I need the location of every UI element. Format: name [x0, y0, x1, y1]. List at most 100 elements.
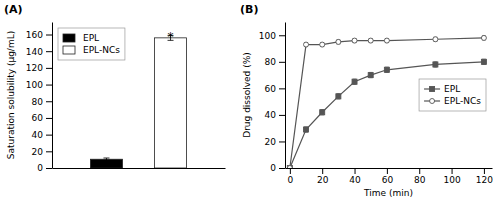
- point: [368, 38, 373, 43]
- tick-mark: [419, 168, 420, 174]
- point: [304, 42, 309, 47]
- point: [433, 37, 438, 42]
- legend-swatch: [63, 46, 75, 54]
- tick-label: 80: [414, 175, 426, 185]
- tick-label: 20: [317, 175, 329, 185]
- legend-marker: [430, 99, 435, 104]
- tick-mark: [46, 135, 52, 136]
- title: (A): [4, 3, 23, 16]
- tick-mark: [387, 168, 388, 174]
- tick-mark: [279, 62, 285, 63]
- tick-mark: [452, 168, 453, 174]
- tick-mark: [290, 168, 291, 174]
- tick-mark: [279, 115, 285, 116]
- y-axis-label: Drug dissolved (%): [242, 52, 252, 138]
- error-bar: [385, 39, 389, 43]
- legend-label: EPL-NCs: [83, 45, 120, 55]
- tick-mark: [279, 168, 285, 169]
- point: [336, 94, 341, 99]
- tick: 140: [26, 47, 52, 57]
- panel: 020406080100020406080100120EPLEPL-NCs: [259, 23, 493, 186]
- tick: 0: [287, 168, 293, 185]
- error-bar: [482, 36, 486, 40]
- tick-label: 140: [26, 47, 43, 57]
- tick: 60: [382, 168, 394, 185]
- tick-mark: [279, 88, 285, 89]
- tick: 60: [265, 84, 285, 94]
- tick-mark: [46, 151, 52, 152]
- tick-mark: [322, 168, 323, 174]
- tick-label: 20: [32, 147, 44, 157]
- tick: 20: [317, 168, 329, 185]
- point: [287, 166, 292, 169]
- legend-swatch: [63, 34, 75, 42]
- x-axis-label: Time (min): [363, 188, 413, 198]
- axis: 020406080100: [259, 23, 286, 174]
- tick: 100: [443, 168, 460, 185]
- error-bar: [369, 39, 373, 43]
- tick-label: 60: [382, 175, 394, 185]
- error-bar: [353, 79, 357, 84]
- axis: 0 20 40 60 80 100 120: [286, 168, 494, 185]
- error-bar: [353, 39, 357, 43]
- annotation: *: [168, 30, 174, 44]
- tick-label: 100: [26, 80, 43, 90]
- tick-label: 100: [443, 175, 460, 185]
- axis-line: [285, 23, 286, 169]
- error-bar: [385, 67, 389, 72]
- tick-label: 80: [32, 97, 44, 107]
- tick-mark: [279, 141, 285, 142]
- point: [336, 39, 341, 44]
- point: [384, 67, 389, 72]
- tick: 20: [265, 137, 285, 147]
- tick-mark: [46, 168, 52, 169]
- point: [481, 59, 486, 64]
- series: [287, 35, 486, 168]
- tick: 160: [26, 30, 52, 40]
- legend-item: EPL-NCs: [63, 45, 120, 55]
- point: [368, 73, 373, 78]
- tick: 40: [349, 168, 361, 185]
- tick: 20: [32, 147, 52, 157]
- legend-label: EPL: [83, 33, 99, 43]
- tick: 0: [270, 163, 285, 173]
- y-axis-label: Saturation solubility (μg/mL): [6, 31, 16, 159]
- point: [384, 38, 389, 43]
- tick-label: 40: [349, 175, 361, 185]
- tick: 100: [259, 31, 285, 41]
- tick-label: 40: [265, 110, 277, 120]
- error-bar: [336, 94, 340, 99]
- point: [352, 79, 357, 84]
- tick-mark: [46, 101, 52, 102]
- legend: EPLEPL-NCs: [419, 79, 486, 111]
- legend-label: EPL-NCs: [444, 96, 481, 106]
- error-bar: [103, 158, 109, 161]
- tick: 60: [32, 113, 52, 123]
- tick-mark: [46, 35, 52, 36]
- tick-label: 20: [265, 137, 277, 147]
- tick-label: 0: [270, 163, 276, 173]
- tick-label: 60: [265, 84, 277, 94]
- tick: 120: [476, 168, 493, 185]
- error-bar: [336, 40, 340, 44]
- legend-frame: [419, 79, 486, 111]
- error-bar: [320, 43, 324, 47]
- point: [304, 127, 309, 132]
- plot-area: [287, 35, 486, 168]
- tick-label: 120: [476, 175, 493, 185]
- point: [481, 35, 486, 40]
- point: [320, 42, 325, 47]
- tick-mark: [46, 118, 52, 119]
- tick: 40: [32, 130, 52, 140]
- tick-mark: [46, 85, 52, 86]
- tick-label: 0: [37, 163, 43, 173]
- tick-label: 40: [32, 130, 44, 140]
- title: (B): [240, 3, 258, 16]
- error-bar: [433, 37, 437, 41]
- series: [287, 59, 486, 168]
- legend-marker: [430, 87, 435, 92]
- axis-line: [286, 168, 493, 169]
- tick: 80: [32, 97, 52, 107]
- tick-label: 0: [287, 175, 293, 185]
- chart: 020406080100120140160*EPLEPL-NCs(A)Satur…: [0, 0, 500, 200]
